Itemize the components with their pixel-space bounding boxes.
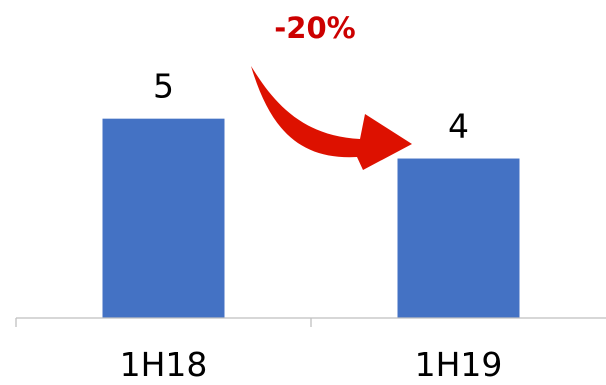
x-tick-label-1h19: 1H19 — [415, 345, 503, 384]
bar-1h19 — [397, 158, 520, 318]
x-axis-ticks — [15, 318, 312, 327]
change-annotation: -20% — [251, 11, 412, 170]
bar-1h18 — [102, 118, 225, 319]
bars-group — [102, 118, 520, 319]
data-label-1h18: 5 — [153, 67, 174, 106]
curved-arrow-down-right-icon — [251, 66, 412, 170]
labels-group: 5 1H18 4 1H19 — [120, 67, 503, 384]
change-percent-label: -20% — [274, 11, 355, 45]
x-tick-label-1h18: 1H18 — [120, 345, 208, 384]
data-label-1h19: 4 — [448, 107, 469, 146]
